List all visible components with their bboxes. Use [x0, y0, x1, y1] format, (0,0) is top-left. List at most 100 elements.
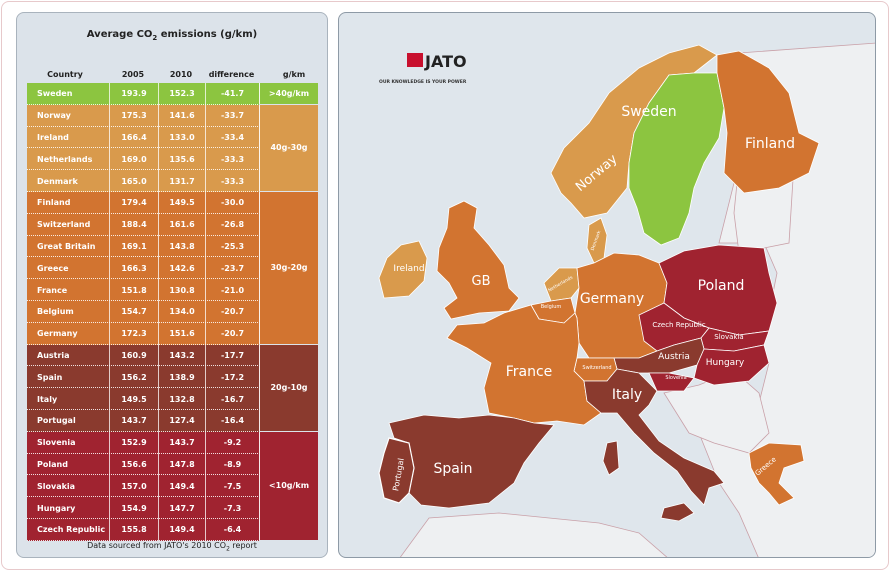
label-slovenia: Slovenia: [665, 375, 686, 381]
table-row: Netherlands 169.0 135.6 -33.3: [27, 148, 317, 171]
row-country: Great Britain: [27, 235, 109, 258]
row-country: Switzerland: [27, 213, 109, 236]
row-2005: 155.8: [109, 518, 158, 541]
row-2010: 149.5: [158, 191, 205, 214]
row-country: Ireland: [27, 126, 109, 149]
row-2010: 143.2: [158, 344, 205, 367]
row-difference: -7.5: [205, 475, 259, 498]
label-gb: GB: [472, 274, 491, 289]
row-difference: -17.7: [205, 344, 259, 367]
row-2010: 143.8: [158, 235, 205, 258]
emissions-table: Sweden 193.9 152.3 -41.7 Norway 175.3 141.6 -33…: [27, 83, 318, 541]
row-divider: [27, 539, 258, 541]
row-2010: 149.4: [158, 518, 205, 541]
map-france: [446, 304, 602, 426]
table-row: Spain 156.2 138.9 -17.2: [27, 366, 317, 389]
row-2005: 151.8: [109, 279, 158, 301]
row-2005: 188.4: [109, 213, 158, 236]
row-2005: 166.3: [109, 257, 158, 280]
label-spain: Spain: [433, 461, 472, 477]
row-divider: [27, 321, 258, 323]
row-2010: 133.0: [158, 126, 205, 149]
row-country: Denmark: [27, 170, 109, 192]
row-2005: 166.4: [109, 126, 158, 149]
label-czech: Czech Republic: [652, 321, 705, 329]
label-italy: Italy: [612, 387, 642, 403]
row-2010: 130.8: [158, 279, 205, 301]
header-difference: difference: [208, 70, 255, 79]
row-2005: 157.0: [109, 475, 158, 498]
row-2010: 151.6: [158, 322, 205, 345]
table-row: Belgium 154.7 134.0 -20.7: [27, 300, 317, 323]
row-divider: [27, 256, 258, 258]
row-divider: [27, 474, 258, 476]
row-divider: [27, 103, 258, 105]
row-country: Spain: [27, 366, 109, 389]
row-2010: 127.4: [158, 409, 205, 432]
header-2005: 2005: [121, 70, 145, 79]
row-2005: 193.9: [109, 83, 158, 105]
table-row: Slovakia 157.0 149.4 -7.5: [27, 475, 317, 498]
row-divider: [27, 387, 258, 389]
row-country: Poland: [27, 453, 109, 476]
row-2010: 152.3: [158, 83, 205, 105]
table-row: Denmark 165.0 131.7 -33.3: [27, 170, 317, 192]
row-difference: -17.2: [205, 366, 259, 389]
row-divider: [27, 190, 258, 192]
header-2010: 2010: [169, 70, 193, 79]
table-row: Great Britain 169.1 143.8 -25.3: [27, 235, 317, 258]
row-2005: 160.9: [109, 344, 158, 367]
row-2010: 143.7: [158, 431, 205, 454]
label-sweden: Sweden: [621, 104, 676, 120]
row-divider: [27, 278, 258, 280]
map-hungary: [693, 344, 770, 386]
row-2010: 142.6: [158, 257, 205, 280]
row-divider: [27, 343, 258, 345]
row-divider: [27, 452, 258, 454]
row-divider: [27, 365, 258, 367]
table-row: Sweden 193.9 152.3 -41.7: [27, 83, 317, 105]
map-greece: [748, 442, 805, 506]
row-country: Hungary: [27, 497, 109, 519]
map-ireland: [378, 240, 428, 299]
label-belgium: Belgium: [541, 304, 562, 310]
row-difference: -33.4: [205, 126, 259, 149]
row-difference: -26.8: [205, 213, 259, 236]
row-country: Norway: [27, 104, 109, 127]
emissions-table-panel: Average CO2 emissions (g/km) Country 200…: [16, 12, 328, 558]
jato-logo-icon: [407, 53, 423, 67]
map-svg: JATO OUR KNOWLEDGE IS YOUR POWER Sweden …: [378, 42, 875, 557]
row-difference: -25.3: [205, 235, 259, 258]
row-divider: [27, 517, 258, 519]
map-slovenia: [648, 372, 695, 392]
row-country: Portugal: [27, 409, 109, 432]
map-italy: [583, 368, 725, 506]
row-divider: [27, 125, 258, 127]
table-footer: Data sourced from JATO's 2010 CO2 report: [87, 541, 257, 553]
label-ireland: Ireland: [393, 264, 424, 274]
row-country: Czech Republic: [27, 518, 109, 541]
row-2010: 147.7: [158, 497, 205, 519]
label-switzerland: Switzerland: [582, 365, 611, 371]
map-gb: [436, 200, 520, 320]
row-2010: 131.7: [158, 170, 205, 192]
row-country: Finland: [27, 191, 109, 214]
row-2005: 169.0: [109, 148, 158, 171]
table-row: France 151.8 130.8 -21.0: [27, 279, 317, 301]
row-2010: 161.6: [158, 213, 205, 236]
table-row: Hungary 154.9 147.7 -7.3: [27, 497, 317, 519]
table-row: Austria 160.9 143.2 -17.7: [27, 344, 317, 367]
row-2005: 143.7: [109, 409, 158, 432]
jato-tagline: OUR KNOWLEDGE IS YOUR POWER: [379, 79, 467, 85]
row-difference: -33.3: [205, 170, 259, 192]
jato-logo-text: JATO: [424, 52, 467, 71]
row-difference: -8.9: [205, 453, 259, 476]
row-2005: 175.3: [109, 104, 158, 127]
row-difference: -30.0: [205, 191, 259, 214]
header-country: Country: [47, 70, 83, 79]
row-2010: 149.4: [158, 475, 205, 498]
row-country: Slovenia: [27, 431, 109, 454]
table-row: Poland 156.6 147.8 -8.9: [27, 453, 317, 476]
row-divider: [27, 299, 258, 301]
row-difference: -33.3: [205, 148, 259, 171]
